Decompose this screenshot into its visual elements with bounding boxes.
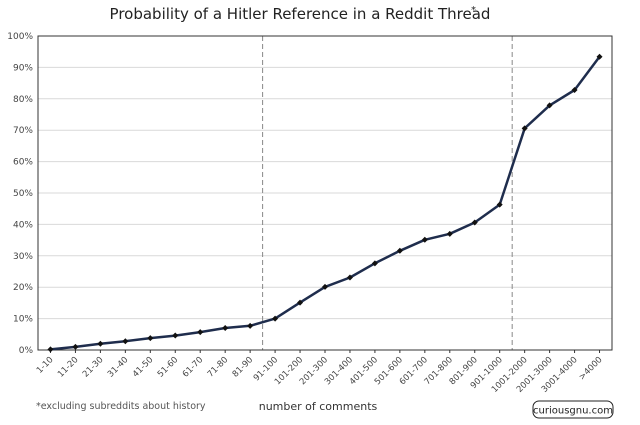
data-point xyxy=(346,274,353,281)
data-point xyxy=(396,247,403,254)
y-tick-label: 90% xyxy=(13,63,33,73)
y-tick-label: 60% xyxy=(13,158,33,168)
x-tick-label: 41-50 xyxy=(131,355,156,380)
data-point xyxy=(546,102,553,109)
y-tick-label: 20% xyxy=(13,283,33,293)
data-point xyxy=(571,87,578,94)
chart-title: Probability of a Hitler Reference in a R… xyxy=(110,5,491,23)
y-tick-label: 80% xyxy=(13,95,33,105)
data-point xyxy=(172,332,179,339)
x-tick-label: 51-60 xyxy=(156,355,181,380)
data-point xyxy=(97,340,104,347)
x-tick-label: >4000 xyxy=(577,355,604,382)
x-tick-label: 21-30 xyxy=(81,355,106,380)
y-tick-label: 70% xyxy=(13,126,33,136)
y-tick-label: 40% xyxy=(13,220,33,230)
x-tick-label: 1-10 xyxy=(35,355,56,376)
series-layer xyxy=(47,53,603,353)
credit-badge xyxy=(532,400,614,419)
reference-lines xyxy=(262,36,513,350)
data-point xyxy=(421,236,428,243)
y-tick-label: 100% xyxy=(7,32,33,42)
data-point xyxy=(122,338,129,345)
y-tick-label: 0% xyxy=(19,346,34,356)
x-tick-label: 61-70 xyxy=(181,355,206,380)
data-point xyxy=(297,299,304,306)
data-point xyxy=(371,260,378,267)
x-tick-label: 71-80 xyxy=(206,355,231,380)
data-point xyxy=(47,346,54,353)
data-point xyxy=(147,335,154,342)
data-point xyxy=(521,125,528,132)
data-point xyxy=(247,322,254,329)
footnote: *excluding subreddits about history xyxy=(36,401,206,412)
data-point xyxy=(446,230,453,237)
chart-title-asterisk: * xyxy=(471,5,476,16)
y-tick-label: 50% xyxy=(13,189,33,199)
data-point xyxy=(471,219,478,226)
x-axis-ticks: 1-10 11-20 21-30 31-40 41-50 51-60 61-70 71-80 8… xyxy=(35,350,605,395)
gridlines xyxy=(38,66,612,320)
data-point xyxy=(222,325,229,332)
credit-text: curiousgnu.com xyxy=(533,406,613,417)
y-tick-label: 10% xyxy=(13,315,33,325)
x-tick-label: 11-20 xyxy=(56,355,81,380)
data-point xyxy=(596,53,603,60)
data-point xyxy=(72,343,79,350)
data-point xyxy=(322,283,328,290)
data-point xyxy=(496,201,503,208)
x-axis-title: number of comments xyxy=(259,400,378,413)
data-point xyxy=(272,315,279,322)
series-line xyxy=(49,55,601,351)
data-point xyxy=(197,329,204,336)
y-tick-label: 30% xyxy=(13,252,33,262)
x-tick-label: 31-40 xyxy=(106,355,131,380)
y-axis-ticks: 0% 10% 20% 30% 40% 50% 60% 70% 80% 90% 100% xyxy=(7,32,33,356)
